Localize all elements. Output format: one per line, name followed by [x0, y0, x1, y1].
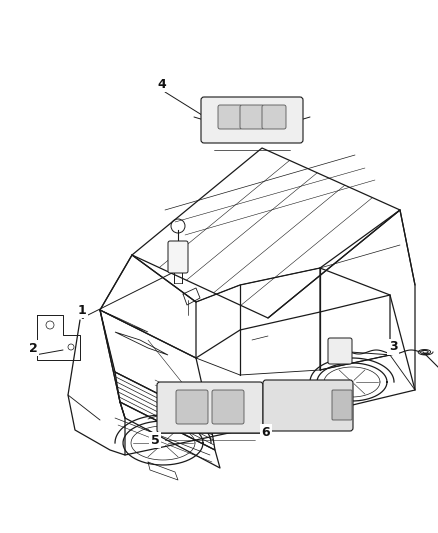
FancyBboxPatch shape — [168, 241, 188, 273]
FancyBboxPatch shape — [263, 380, 353, 431]
Text: 1: 1 — [78, 303, 86, 317]
FancyBboxPatch shape — [218, 105, 242, 129]
Text: 5: 5 — [151, 433, 159, 447]
FancyBboxPatch shape — [332, 390, 352, 420]
Text: 2: 2 — [28, 342, 37, 354]
Text: 6: 6 — [261, 425, 270, 439]
FancyBboxPatch shape — [212, 390, 244, 424]
Text: 4: 4 — [158, 77, 166, 91]
FancyBboxPatch shape — [328, 338, 352, 364]
FancyBboxPatch shape — [262, 105, 286, 129]
FancyBboxPatch shape — [240, 105, 264, 129]
FancyBboxPatch shape — [157, 382, 263, 433]
FancyBboxPatch shape — [201, 97, 303, 143]
FancyBboxPatch shape — [176, 390, 208, 424]
Text: 3: 3 — [389, 341, 397, 353]
